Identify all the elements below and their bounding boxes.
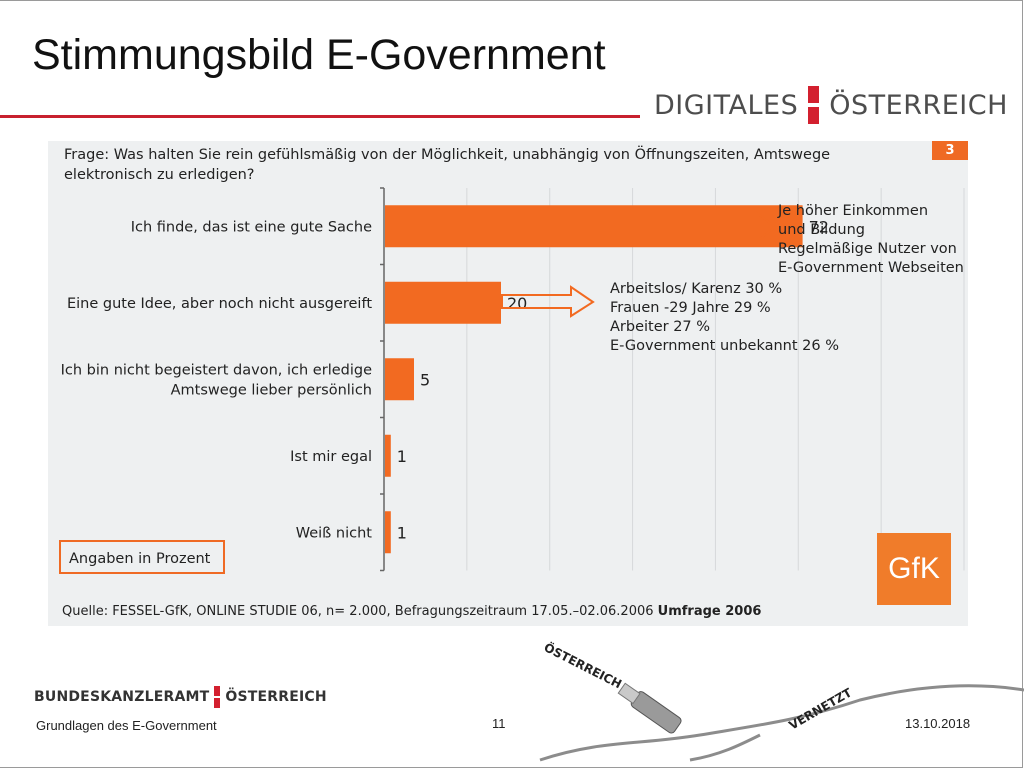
footer-page-number: 11: [492, 716, 506, 731]
footer-logo-mark-icon: [214, 686, 221, 708]
brand-right-text: ÖSTERREICH: [829, 89, 1008, 121]
arrow-top-icon: [717, 210, 777, 244]
slide-title: Stimmungsbild E-Government: [32, 31, 606, 79]
category-label: Weiß nicht: [296, 525, 373, 541]
bar: [385, 434, 391, 477]
source-bold: Umfrage 2006: [657, 604, 762, 619]
footer-logo-right: ÖSTERREICH: [225, 689, 327, 705]
arrow-mid-icon: [501, 285, 595, 318]
note-top-line: und Bildung: [778, 222, 865, 238]
value-label: 5: [420, 370, 430, 389]
value-label: 1: [397, 523, 407, 542]
units-note: Angaben in Prozent: [59, 540, 225, 574]
grid-layer: [380, 187, 965, 572]
brand-left-text: DIGITALES: [654, 89, 799, 121]
bundeskanzleramt-logo: BUNDESKANZLERAMT ÖSTERREICH: [34, 686, 327, 708]
note-top: Je höher Einkommen und Bildung Regelmäßige…: [778, 202, 964, 278]
category-label: Amtswege lieber persönlich: [171, 382, 372, 398]
note-top-line: E-Government Webseiten: [778, 260, 964, 276]
value-label: 1: [397, 447, 407, 466]
note-top-line: Je höher Einkommen: [778, 203, 929, 219]
arrow-layer: [501, 210, 777, 318]
bar: [385, 511, 391, 554]
note-mid-line: E-Government unbekannt 26 %: [610, 338, 840, 354]
footer-logo-left: BUNDESKANZLERAMT: [34, 689, 210, 705]
source-text: Quelle: FESSEL-GfK, ONLINE STUDIE 06, n=…: [62, 604, 654, 619]
bar: [385, 358, 414, 401]
bar-layer: [385, 205, 803, 554]
bar: [385, 281, 501, 324]
note-mid: Arbeitslos/ Karenz 30 % Frauen -29 Jahre …: [610, 280, 839, 356]
category-label: Ich bin nicht begeistert davon, ich erle…: [61, 362, 372, 378]
title-rule: [0, 115, 640, 118]
bar: [385, 205, 803, 248]
category-label: Ist mir egal: [290, 449, 372, 465]
page-badge: 3: [932, 141, 968, 160]
category-label: Ich finde, das ist eine gute Sache: [131, 219, 372, 235]
value-label: 72: [809, 217, 829, 236]
label-layer: 72 Ich finde, das ist eine gute Sache 20 Ei…: [61, 217, 829, 542]
note-mid-line: Frauen -29 Jahre 29 %: [610, 300, 771, 316]
note-mid-line: Arbeitslos/ Karenz 30 %: [610, 281, 783, 297]
value-label: 20: [507, 294, 527, 313]
footer-date: 13.10.2018: [905, 716, 971, 731]
footer-left-text: Grundlagen des E-Government: [36, 718, 217, 733]
digitales-oesterreich-logo: DIGITALES ÖSTERREICH: [654, 86, 1008, 124]
brand-mark-icon: [808, 86, 820, 124]
category-label: Eine gute Idee, aber noch nicht ausgerei…: [67, 296, 372, 312]
note-mid-line: Arbeiter 27 %: [610, 319, 711, 335]
note-top-line: Regelmäßige Nutzer von: [778, 241, 957, 257]
source-line: Quelle: FESSEL-GfK, ONLINE STUDIE 06, n=…: [62, 604, 761, 619]
gfk-logo: GfK: [877, 533, 951, 605]
question-text: Frage: Was halten Sie rein gefühlsmäßig …: [64, 147, 831, 183]
